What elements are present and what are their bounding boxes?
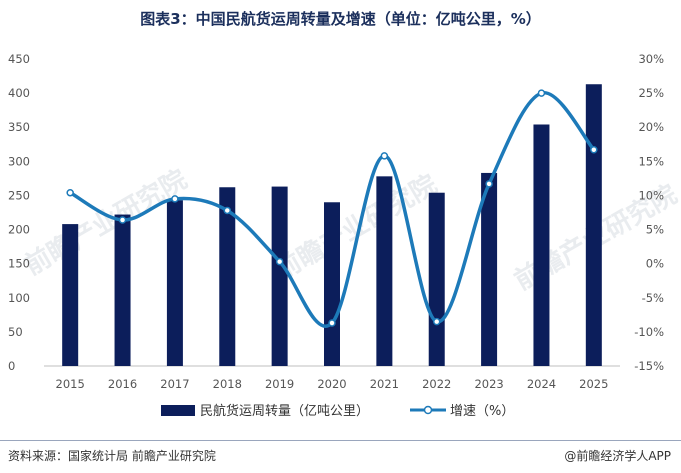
left-tick-label: 350: [8, 120, 30, 134]
legend-bar-label: 民航货运周转量（亿吨公里）: [200, 403, 369, 419]
left-tick-label: 0: [8, 359, 15, 373]
x-tick-label: 2016: [108, 377, 137, 391]
x-tick-label: 2024: [527, 377, 556, 391]
right-axis: -15% -10% -5% 0% 5% 10% 15% 20% 25% 30%: [634, 52, 664, 373]
bar: [585, 84, 602, 367]
growth-marker: [590, 145, 598, 154]
legend-line-label: 增速（%）: [450, 404, 514, 419]
x-tick-label: 2017: [160, 377, 189, 391]
bar: [271, 186, 288, 366]
source-text: 资料来源：国家统计局 前瞻产业研究院: [8, 449, 216, 463]
legend-line-marker: [423, 405, 433, 415]
left-tick-label: 400: [8, 86, 30, 100]
x-tick-label: 2018: [213, 377, 242, 391]
chart-title: 图表3：中国民航货运周转量及增速（单位：亿吨公里，%）: [140, 10, 541, 28]
left-tick-label: 100: [8, 291, 30, 305]
x-tick-label: 2025: [579, 377, 608, 391]
growth-marker: [171, 195, 179, 203]
bar: [114, 214, 131, 366]
left-tick-label: 50: [8, 325, 23, 339]
right-tick-label: 0%: [646, 257, 664, 271]
right-tick-label: 20%: [638, 120, 664, 134]
bar: [533, 124, 550, 366]
right-tick-label: -15%: [634, 359, 664, 373]
x-tick-label: 2020: [317, 377, 346, 391]
left-tick-label: 300: [8, 154, 30, 168]
left-tick-label: 450: [8, 52, 30, 66]
right-tick-label: -10%: [634, 325, 664, 339]
x-axis: 2015 2016 2017 2018 2019 2020 2021 2022 2023 2024…: [56, 377, 609, 391]
right-tick-label: -5%: [642, 291, 664, 305]
growth-markers: [66, 89, 598, 327]
legend: 民航货运周转量（亿吨公里） 增速（%）: [161, 403, 514, 419]
right-tick-label: 25%: [638, 86, 664, 100]
x-tick-label: 2019: [265, 377, 294, 391]
growth-marker: [223, 206, 232, 215]
bar: [62, 224, 79, 366]
legend-bar-swatch: [161, 405, 195, 416]
growth-marker: [66, 188, 74, 197]
growth-marker: [537, 89, 546, 97]
growth-marker: [380, 152, 389, 160]
bar: [219, 187, 236, 366]
x-tick-label: 2022: [422, 377, 451, 391]
left-tick-label: 150: [8, 257, 30, 271]
left-tick-label: 200: [8, 223, 30, 237]
growth-marker: [328, 319, 336, 327]
right-tick-label: 30%: [638, 52, 664, 66]
right-tick-label: 5%: [646, 223, 664, 237]
bar: [481, 172, 498, 366]
x-tick-label: 2021: [370, 377, 399, 391]
watermark-text: 前瞻产业研究院: [19, 164, 192, 282]
bar: [428, 192, 445, 366]
right-tick-label: 10%: [638, 188, 664, 202]
growth-marker: [275, 257, 284, 266]
growth-marker: [118, 216, 127, 224]
growth-marker: [485, 180, 493, 188]
brand-text: @前瞻经济学人APP: [564, 447, 671, 464]
brand-label: @前瞻经济学人APP: [564, 449, 671, 463]
bar: [324, 202, 340, 366]
right-tick-label: 15%: [638, 154, 664, 168]
footer: 资料来源：国家统计局 前瞻产业研究院 @前瞻经济学人APP: [0, 440, 681, 473]
growth-marker: [432, 317, 441, 326]
left-axis: 0 50 100 150 200 250 300 350 400 450: [8, 52, 30, 373]
x-tick-label: 2015: [56, 377, 85, 391]
bar: [376, 176, 393, 366]
left-tick-label: 250: [8, 188, 30, 202]
x-tick-label: 2023: [474, 377, 503, 391]
bar: [166, 200, 183, 366]
chart-canvas: 前瞻产业研究院前瞻产业研究院前瞻产业研究院 050100150200250300…: [8, 52, 681, 419]
